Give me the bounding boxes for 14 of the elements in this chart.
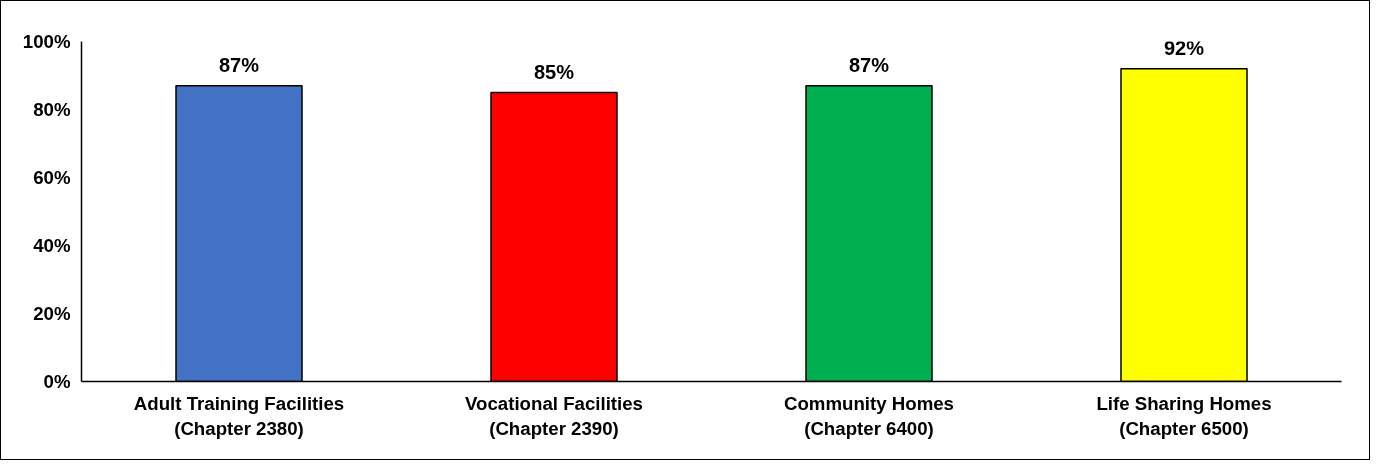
data-label: 85%	[533, 60, 575, 83]
y-tick-label: 0%	[43, 371, 71, 392]
data-label: 92%	[1163, 36, 1205, 59]
y-tick-label: 60%	[33, 167, 71, 188]
y-tick-label: 100%	[22, 31, 71, 52]
y-tick-label: 80%	[33, 99, 71, 120]
y-tick-label: 40%	[33, 235, 71, 256]
y-tick-label: 20%	[33, 303, 71, 324]
data-label: 87%	[848, 53, 890, 76]
x-tick-label: Community Homes (Chapter 6400)	[784, 392, 955, 439]
x-tick-label: Adult Training Facilities (Chapter 2380)	[133, 392, 345, 439]
x-tick-label: Life Sharing Homes (Chapter 6500)	[1096, 392, 1272, 439]
x-tick-label: Vocational Facilities (Chapter 2390)	[465, 392, 643, 439]
data-label: 87%	[218, 53, 260, 76]
